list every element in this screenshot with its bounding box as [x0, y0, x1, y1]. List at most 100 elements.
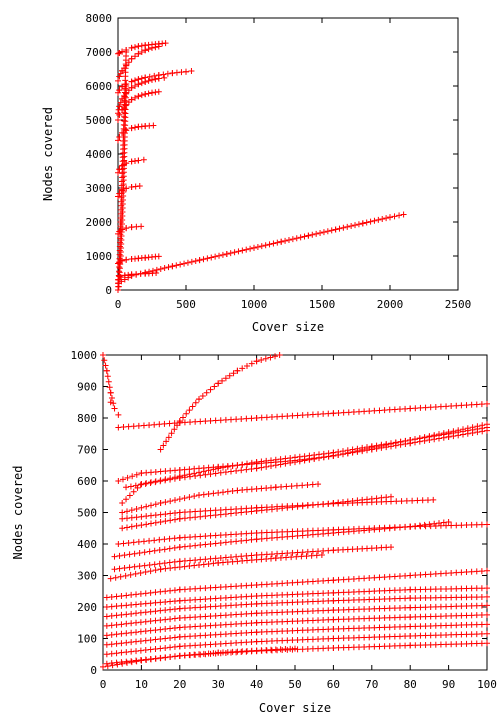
data-point	[340, 448, 346, 455]
data-point	[468, 631, 475, 638]
data-point	[422, 594, 429, 601]
data-point	[157, 511, 164, 518]
data-point	[340, 625, 347, 632]
data-point	[391, 595, 398, 602]
data-point	[123, 592, 130, 599]
data-point	[202, 604, 209, 610]
data-point	[297, 234, 304, 241]
data-point	[176, 643, 183, 650]
data-point	[177, 261, 184, 268]
data-points	[100, 352, 490, 670]
data-point	[463, 603, 470, 610]
data-point	[248, 610, 255, 617]
data-point	[217, 621, 224, 628]
data-point	[228, 602, 234, 609]
data-series	[111, 544, 394, 573]
data-point	[219, 251, 226, 258]
data-point	[350, 575, 357, 582]
y-tick-label: 200	[77, 601, 97, 614]
data-point	[157, 617, 164, 624]
data-point	[217, 511, 224, 518]
data-point	[123, 49, 130, 55]
data-point	[387, 214, 393, 221]
data-point	[388, 544, 394, 551]
data-point	[274, 637, 281, 644]
data-point	[137, 590, 144, 597]
data-point	[402, 633, 409, 640]
data-point	[133, 629, 140, 636]
data-point	[478, 612, 485, 619]
data-point	[103, 594, 110, 601]
data-point	[284, 528, 291, 535]
data-point	[222, 539, 229, 546]
data-point	[197, 556, 204, 563]
data-point	[282, 455, 289, 462]
data-point	[248, 629, 255, 636]
data-point	[212, 253, 219, 260]
data-point	[123, 649, 130, 656]
data-point	[478, 568, 485, 575]
y-tick-label: 900	[77, 381, 97, 394]
data-point	[119, 525, 126, 532]
data-point	[479, 425, 486, 432]
data-point	[248, 360, 255, 367]
data-point	[371, 526, 378, 533]
data-point	[143, 521, 150, 528]
y-tick-label: 500	[77, 507, 97, 520]
y-tick-label: 1000	[71, 349, 98, 362]
y-tick-label: 0	[105, 284, 112, 297]
data-point	[167, 606, 174, 613]
data-point	[443, 594, 450, 601]
data-point	[238, 537, 245, 544]
data-point	[172, 474, 178, 481]
data-point	[243, 593, 250, 600]
data-series	[103, 630, 490, 658]
data-point	[304, 548, 311, 555]
data-point	[228, 611, 234, 618]
y-tick-label: 5000	[86, 114, 113, 127]
data-point	[335, 606, 342, 613]
data-point	[133, 610, 140, 617]
data-point	[192, 604, 199, 611]
data-point	[463, 402, 470, 409]
data-point	[148, 656, 154, 663]
data-point	[356, 575, 362, 582]
data-point	[116, 50, 123, 57]
data-point	[228, 554, 234, 561]
data-point	[192, 542, 199, 549]
data-point	[233, 510, 240, 517]
data-point	[421, 521, 428, 528]
data-point	[453, 612, 460, 619]
data-point	[412, 623, 419, 630]
data-point	[103, 367, 110, 374]
data-point	[173, 262, 180, 269]
data-point	[284, 413, 291, 420]
data-point	[424, 497, 431, 504]
data-point	[108, 650, 115, 657]
data-point	[277, 456, 284, 463]
data-point	[361, 643, 368, 650]
data-point	[148, 502, 154, 509]
data-point	[137, 638, 144, 645]
data-point	[258, 243, 265, 250]
data-point	[207, 584, 214, 591]
data-point	[228, 510, 234, 517]
data-point	[138, 513, 145, 520]
data-point	[133, 471, 140, 478]
data-point	[253, 600, 260, 607]
data-point	[304, 636, 311, 643]
data-point	[253, 619, 260, 626]
data-point	[253, 638, 260, 645]
data-point	[440, 431, 447, 438]
data-series	[115, 49, 130, 293]
data-point	[217, 584, 224, 591]
data-point	[233, 416, 240, 423]
data-point	[207, 641, 214, 648]
data-point	[115, 50, 121, 57]
x-tick-label: 70	[365, 678, 378, 691]
data-point	[473, 594, 480, 601]
data-point	[116, 552, 123, 559]
data-point	[304, 532, 311, 539]
data-point	[171, 643, 178, 650]
data-point	[402, 595, 409, 602]
